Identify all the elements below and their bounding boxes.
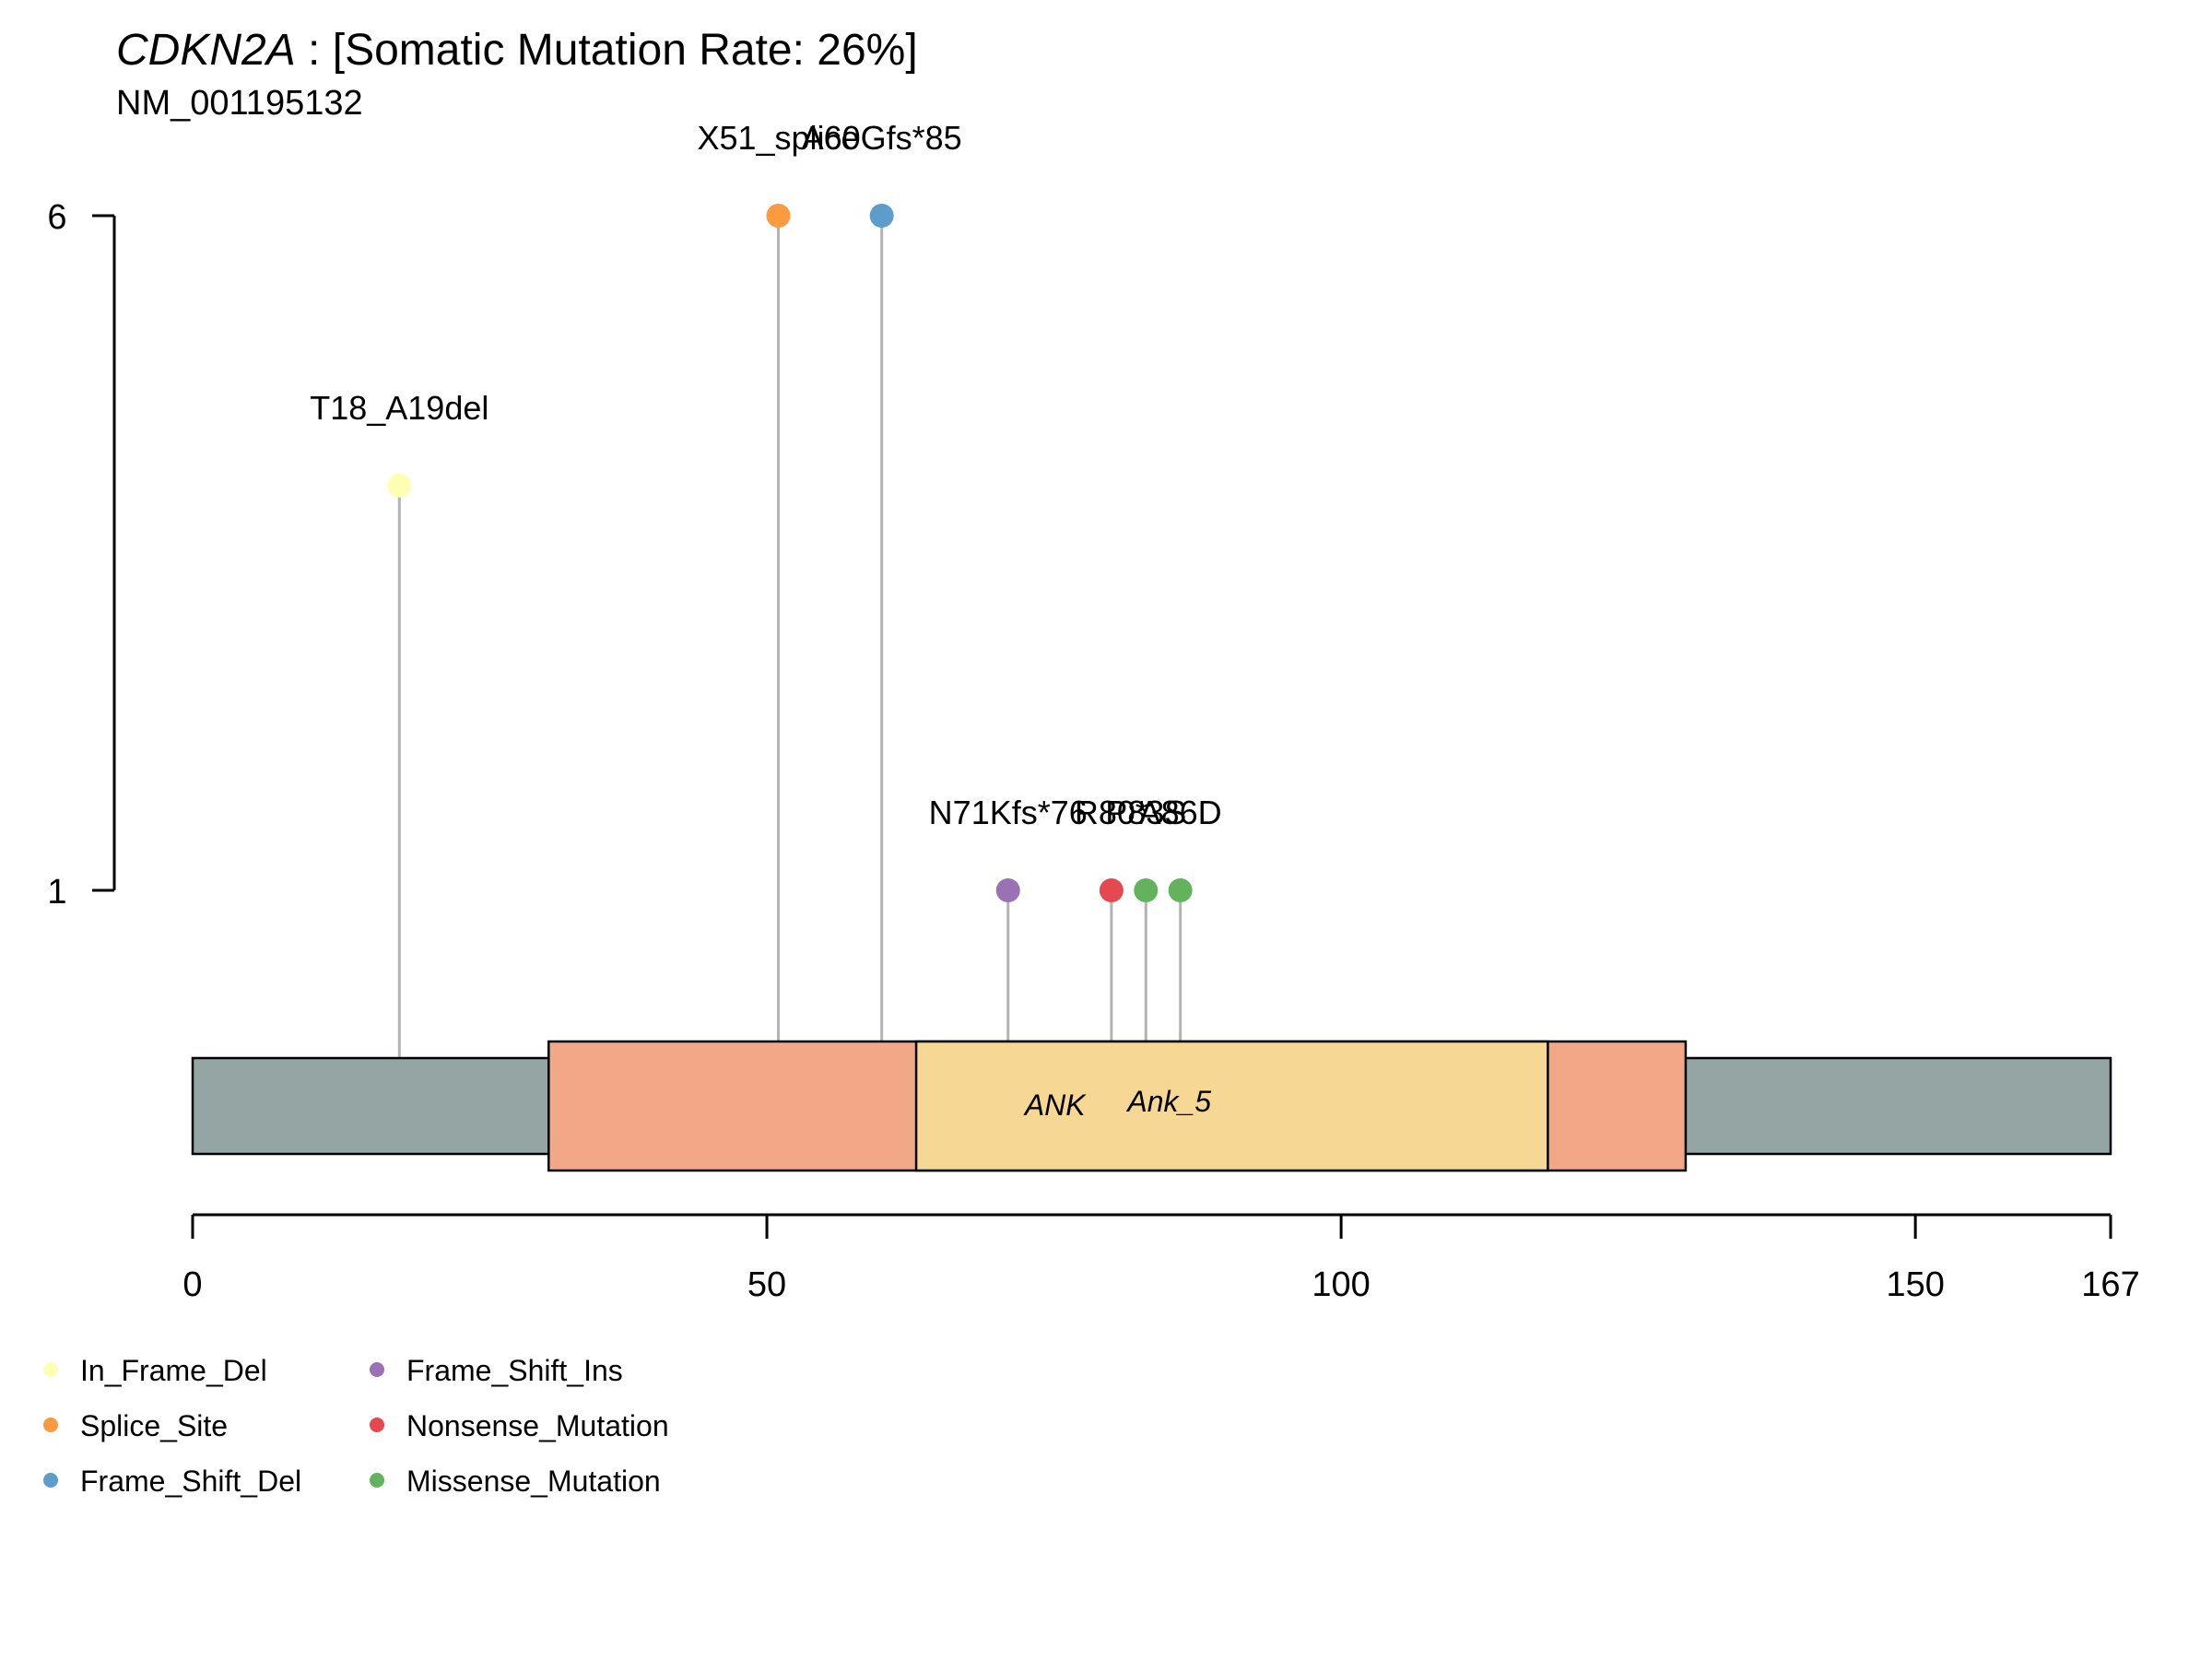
mutation-label: X51_splice [697, 119, 859, 157]
domain-label: Ank_5 [1125, 1085, 1211, 1118]
legend-marker [43, 1473, 58, 1488]
legend-marker [370, 1418, 384, 1432]
mutation-point [995, 878, 1020, 902]
legend-label: Missense_Mutation [406, 1465, 661, 1498]
x-tick-label: 0 [182, 1265, 202, 1304]
legend-label: Nonsense_Mutation [406, 1409, 669, 1442]
protein-domain [914, 1040, 1549, 1172]
mutation-label: T18_A19del [310, 389, 488, 427]
mutation-point [869, 204, 894, 228]
legend-marker [43, 1362, 58, 1377]
legend-marker [43, 1418, 58, 1432]
y-tick-label: 1 [47, 873, 66, 912]
mutation-rate: : [Somatic Mutation Rate: 26%] [296, 26, 918, 75]
legend-marker [370, 1362, 384, 1377]
transcript-id: NM_001195132 [116, 84, 363, 123]
mutation-label: A86D [1139, 794, 1222, 831]
mutation-label: R80* [1075, 794, 1148, 831]
x-tick-label: 167 [2081, 1265, 2139, 1304]
y-tick-label: 6 [47, 198, 66, 237]
mutation-label: N71Kfs*76 [929, 794, 1088, 831]
gene-name: CDKN2A [116, 26, 296, 75]
x-tick-label: 100 [1312, 1265, 1370, 1304]
legend-label: Frame_Shift_Ins [406, 1354, 623, 1387]
mutation-point [1168, 878, 1193, 902]
mutation-point [1134, 878, 1159, 902]
legend-label: In_Frame_Del [80, 1354, 267, 1387]
legend-label: Splice_Site [80, 1409, 228, 1442]
x-tick-label: 50 [747, 1265, 786, 1304]
legend-label: Frame_Shift_Del [80, 1465, 301, 1498]
mutation-label: P83S [1105, 794, 1186, 831]
chart-title: CDKN2A : [Somatic Mutation Rate: 26%] [116, 26, 918, 75]
mutation-label: A60Gfs*85 [802, 119, 962, 157]
x-tick-label: 150 [1886, 1265, 1944, 1304]
legend-marker [370, 1473, 384, 1488]
domain-label: ANK [1023, 1088, 1087, 1122]
mutation-point [387, 473, 412, 498]
mutation-point [1099, 878, 1124, 902]
mutation-point [766, 204, 791, 228]
